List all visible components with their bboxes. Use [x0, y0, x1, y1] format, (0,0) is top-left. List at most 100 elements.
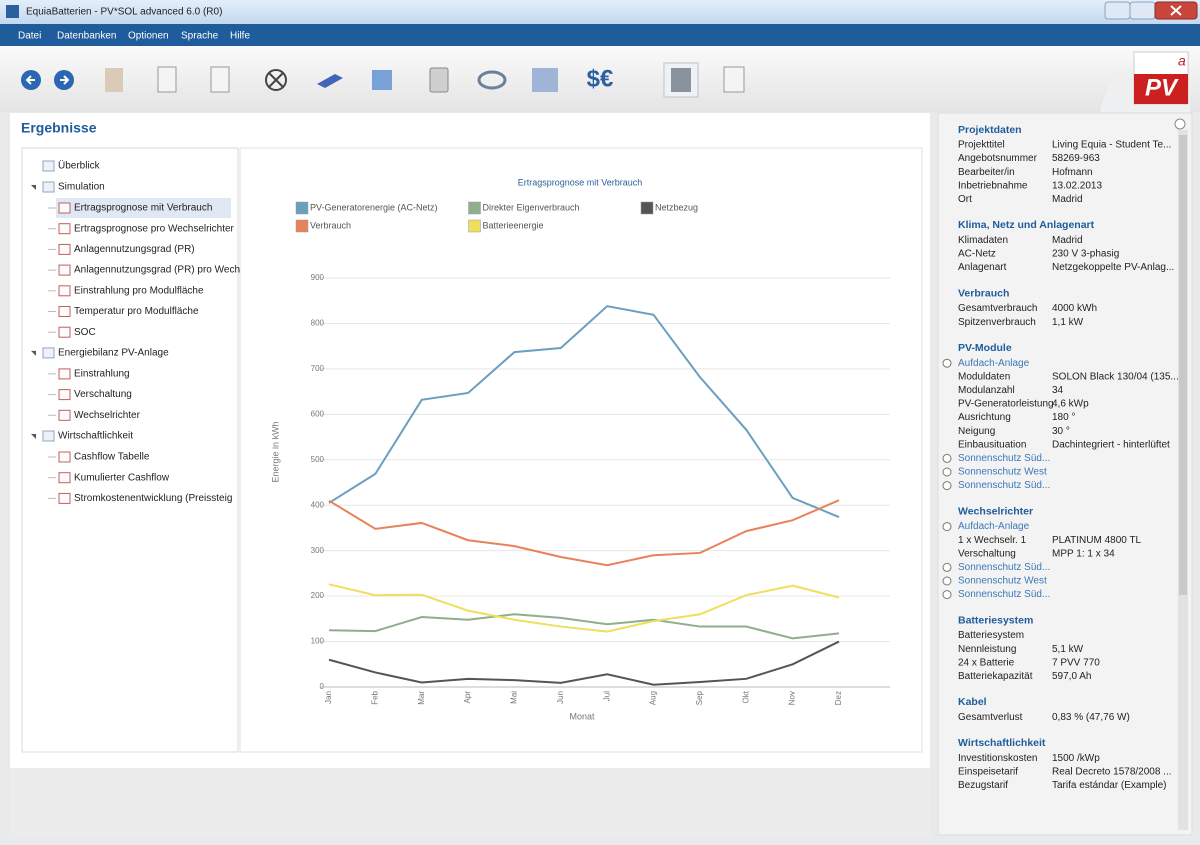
x-tick-label: Jan [324, 691, 333, 704]
expand-icon[interactable] [942, 576, 952, 586]
expand-icon[interactable] [942, 453, 952, 463]
legend-label: Verbrauch [310, 220, 351, 230]
panel-key: Ort [958, 194, 972, 205]
panel-value: 180 ° [1052, 412, 1075, 423]
panel-link[interactable]: Sonnenschutz West [958, 576, 1047, 587]
y-tick-label: 400 [311, 500, 325, 509]
panel-value: Tarifa estándar (Example) [1052, 780, 1167, 791]
x-tick-label: Nov [788, 691, 797, 705]
tool-consumer[interactable] [265, 69, 287, 91]
scroll-thumb[interactable] [1179, 135, 1187, 595]
tree-item[interactable]: Energiebilanz PV-Anlage [58, 348, 169, 359]
tree-item[interactable]: Anlagennutzungsgrad (PR) pro Wech [74, 265, 240, 276]
panel-key: Angebotsnummer [958, 153, 1038, 164]
tree-item[interactable]: Wechselrichter [74, 410, 141, 421]
tree-item[interactable]: Einstrahlung [74, 369, 130, 380]
menu-item[interactable]: Sprache [181, 31, 219, 42]
panel-key: Bezugstarif [958, 780, 1008, 791]
tool-modules[interactable] [317, 74, 343, 88]
tree-toggle[interactable] [31, 434, 36, 439]
panel-key: AC-Netz [958, 249, 996, 260]
panel-key: Spitzenverbrauch [958, 317, 1036, 328]
panel-value: 34 [1052, 385, 1064, 396]
tree-item[interactable]: SOC [74, 327, 96, 338]
close-icon [1170, 5, 1182, 16]
tool-edit[interactable] [210, 66, 230, 93]
tree-toggle[interactable] [31, 185, 36, 190]
panel-link[interactable]: Sonnenschutz Süd... [958, 589, 1050, 600]
chart-title: Ertragsprognose mit Verbrauch [518, 177, 643, 187]
panel-link[interactable]: Sonnenschutz Süd... [958, 453, 1050, 464]
panel-key: 1 x Wechselr. 1 [958, 535, 1027, 546]
tool-battery[interactable] [429, 67, 449, 93]
panel-link[interactable]: Sonnenschutz Süd... [958, 562, 1050, 573]
tool-finance[interactable]: $€ [587, 65, 614, 92]
tree-icon [58, 492, 71, 504]
tree-item[interactable]: Verschaltung [74, 389, 132, 400]
x-tick-label: Mai [510, 691, 519, 704]
tree-item[interactable]: Anlagennutzungsgrad (PR) [74, 244, 195, 255]
tree-item[interactable]: Einstrahlung pro Modulfläche [74, 285, 204, 296]
tree-item[interactable]: Kumulierter Cashflow [74, 472, 170, 483]
series-line [328, 583, 840, 633]
tool-report[interactable] [723, 66, 745, 93]
panel-value: 13.02.2013 [1052, 180, 1102, 191]
panel-value: 5,1 kW [1052, 644, 1084, 655]
panel-key: PV-Generatorleistung [958, 399, 1054, 410]
x-tick-label: Dez [834, 691, 843, 705]
y-tick-label: 200 [311, 591, 325, 600]
expand-icon[interactable] [942, 590, 952, 600]
panel-key: Neigung [958, 426, 995, 437]
x-tick-label: Mar [417, 691, 426, 705]
y-tick-label: 800 [311, 319, 325, 328]
tree-icon [58, 306, 71, 317]
expand-icon[interactable] [942, 522, 952, 532]
series-line [328, 640, 840, 686]
tool-project[interactable] [105, 68, 123, 92]
tree-icon [58, 285, 71, 297]
tree-icon [42, 347, 55, 359]
tree-item[interactable]: Temperatur pro Modulfläche [74, 306, 199, 317]
tool-document[interactable] [157, 66, 177, 93]
tree-item[interactable]: Simulation [58, 182, 105, 193]
menu-item[interactable]: Optionen [128, 31, 169, 42]
series-line [328, 499, 840, 567]
tree-icon [58, 368, 71, 380]
tool-inverter[interactable] [372, 70, 392, 90]
tool-cable[interactable] [477, 70, 507, 90]
tree-item[interactable]: Überblick [58, 160, 101, 172]
legend-swatch [295, 201, 309, 215]
panel-value: 4,6 kWp [1052, 399, 1089, 410]
tree-panel [21, 147, 239, 753]
minimize-button[interactable] [1104, 1, 1131, 20]
panel-collapse[interactable] [1174, 118, 1186, 130]
expand-icon[interactable] [942, 562, 952, 572]
panel-key: Modulanzahl [958, 385, 1015, 396]
menu-item[interactable]: Datenbanken [57, 31, 117, 42]
expand-icon[interactable] [942, 481, 952, 491]
tree-icon [58, 243, 71, 255]
tree-item[interactable]: Cashflow Tabelle [74, 452, 150, 463]
x-tick-label: Jun [556, 691, 565, 704]
tree-item[interactable]: Wirtschaftlichkeit [58, 431, 133, 442]
expand-icon[interactable] [942, 467, 952, 477]
legend-label: Netzbezug [655, 202, 698, 212]
tree-toggle[interactable] [31, 350, 36, 356]
panel-link[interactable]: Aufdach-Anlage [958, 358, 1030, 369]
y-tick-label: 600 [311, 409, 325, 418]
tree-item[interactable]: Ertragsprognose mit Verbrauch [74, 203, 212, 214]
menu-item[interactable]: Datei [18, 31, 41, 42]
maximize-button[interactable] [1129, 1, 1156, 20]
expand-icon[interactable] [942, 358, 952, 368]
panel-link[interactable]: Aufdach-Anlage [958, 521, 1030, 532]
tool-grid[interactable] [532, 68, 558, 92]
panel-link[interactable]: Sonnenschutz West [958, 467, 1047, 478]
x-tick-label: Okt [741, 690, 750, 703]
menu-item[interactable]: Hilfe [230, 31, 250, 42]
panel-key: Gesamtverbrauch [958, 303, 1037, 314]
tree-item[interactable]: Stromkostenentwicklung (Preissteig [74, 493, 232, 504]
panel-value: Madrid [1052, 235, 1083, 246]
series-line [328, 305, 840, 518]
tree-item[interactable]: Ertragsprognose pro Wechselrichter [74, 223, 235, 234]
panel-link[interactable]: Sonnenschutz Süd... [958, 480, 1050, 491]
